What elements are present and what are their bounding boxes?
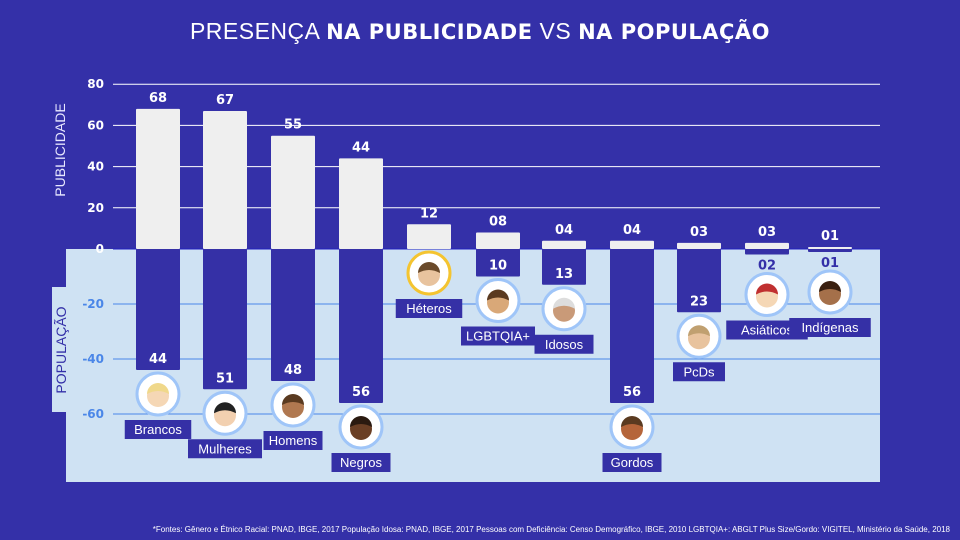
y-tick-label: -40	[82, 352, 104, 366]
ad-value-label: 08	[489, 215, 507, 230]
category-label: Idosos	[545, 337, 584, 352]
ad-value-label: 03	[690, 225, 708, 240]
population-value-label: 10	[489, 259, 507, 274]
ad-value-label: 04	[623, 223, 641, 238]
population-value-label: 48	[284, 363, 302, 378]
population-bar	[610, 249, 654, 403]
y-tick-label: -20	[82, 297, 104, 311]
category-label-box	[331, 453, 391, 472]
category-label: LGBTQIA+	[466, 329, 530, 344]
population-bar	[339, 249, 383, 403]
population-bar	[677, 249, 721, 313]
population-bar	[476, 249, 520, 277]
category-label-box	[124, 420, 192, 439]
y-tick-label: 0	[96, 242, 104, 256]
category-label-box	[188, 439, 262, 459]
ad-value-label: 04	[555, 223, 573, 238]
ad-bar	[271, 135, 315, 249]
y-tick-label: -60	[82, 407, 104, 421]
y-tick-label: 20	[87, 201, 104, 215]
ad-bar	[339, 158, 383, 249]
ad-bar	[610, 240, 654, 249]
category-label-box	[534, 334, 594, 354]
population-value-label: 23	[690, 294, 708, 309]
ad-value-label: 01	[821, 229, 839, 244]
ad-bar	[476, 232, 520, 249]
avatar-hair-icon	[282, 394, 304, 405]
ad-value-label: 68	[149, 91, 167, 106]
category-label-box	[789, 318, 871, 337]
avatar-hair-icon	[350, 416, 372, 427]
population-value-label: 56	[623, 385, 641, 400]
population-bar	[271, 249, 315, 381]
population-bar	[136, 249, 180, 370]
category-label: Mulheres	[198, 441, 252, 456]
footnote: *Fontes: Gênero e Étnico Racial: PNAD, I…	[152, 525, 950, 534]
population-value-label: 13	[555, 267, 573, 282]
category-label-box	[263, 431, 323, 450]
ad-bar	[203, 110, 247, 249]
ad-bar	[677, 242, 721, 249]
population-value-label: 02	[758, 259, 776, 274]
avatar-hair-icon	[214, 402, 236, 414]
category-label: Negros	[340, 455, 382, 470]
avatar-hair-icon	[756, 283, 778, 295]
avatar-hair-icon	[418, 262, 440, 273]
ad-value-label: 67	[216, 93, 234, 108]
category-label: Brancos	[134, 422, 182, 437]
category-label-box	[395, 299, 463, 318]
category-label: Gordos	[611, 455, 654, 470]
population-bar	[542, 249, 586, 285]
category-label: Indígenas	[801, 320, 859, 335]
population-value-label: 01	[821, 256, 839, 271]
category-label-box	[602, 453, 662, 472]
category-label: Homens	[269, 433, 318, 448]
avatar-hair-icon	[553, 297, 575, 309]
avatar-hair-icon	[487, 289, 509, 301]
ad-bar	[407, 224, 451, 249]
ad-bar	[542, 240, 586, 249]
ad-value-label: 55	[284, 118, 302, 133]
category-label: Asiáticos	[741, 323, 794, 338]
ad-bar	[808, 246, 852, 249]
ad-value-label: 44	[352, 140, 370, 155]
population-value-label: 44	[149, 352, 167, 367]
avatar-hair-icon	[621, 416, 643, 427]
category-label-box	[673, 362, 725, 382]
category-label: PcDs	[683, 364, 715, 379]
ad-value-label: 12	[420, 206, 438, 221]
population-bar	[745, 249, 789, 255]
y-tick-label: 80	[87, 77, 104, 91]
population-value-label: 56	[352, 385, 370, 400]
avatar-hair-icon	[147, 383, 169, 394]
category-label: Héteros	[406, 301, 452, 316]
ad-bar	[745, 242, 789, 249]
y-tick-label: 40	[87, 160, 104, 174]
ad-bar	[136, 108, 180, 249]
avatar-hair-icon	[688, 325, 710, 337]
chart-title: PRESENÇA NA PUBLICIDADE VS NA POPULAÇÃO	[189, 18, 771, 44]
population-value-label: 51	[216, 371, 234, 386]
population-bar	[203, 249, 247, 390]
ad-value-label: 03	[758, 225, 776, 240]
y-tick-label: 60	[87, 118, 104, 132]
avatar-hair-icon	[819, 281, 841, 292]
category-label-box	[726, 320, 808, 340]
population-axis-tab	[52, 287, 68, 412]
category-label-box	[461, 326, 535, 346]
population-bar	[808, 249, 852, 252]
